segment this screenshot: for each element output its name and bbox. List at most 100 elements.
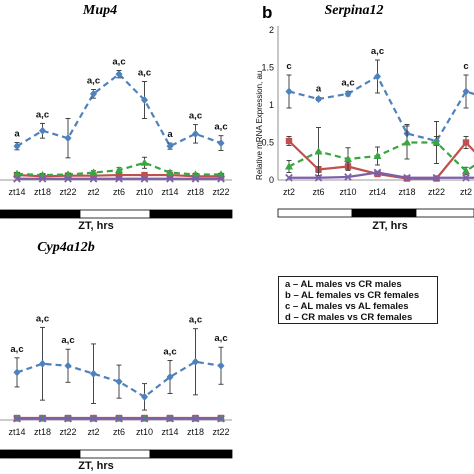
data-point [217,139,225,148]
x-tick-label: zt10 [136,427,153,437]
data-point [64,361,72,370]
data-point [285,87,293,96]
data-point [285,173,293,182]
significance-label: c [286,61,291,72]
data-point [141,392,148,401]
data-point [432,173,441,182]
dark-period-bar [9,449,81,459]
significance-label: a,c [112,56,125,67]
data-point [38,414,47,423]
x-tick-label: zt2 [283,187,295,197]
data-point [285,162,293,170]
panel-b-xlabel: ZT, hrs [372,220,407,232]
significance-label: a,c [189,111,202,122]
data-point [39,359,46,368]
x-tick-label: zt2 [87,427,99,437]
y-tick-label: 0.5 [261,138,274,148]
significance-label: a,c [371,46,384,57]
x-tick-label: zt6 [312,187,324,197]
significance-label: a,c [214,122,227,133]
data-point [90,89,97,98]
significance-label: a,c [214,333,227,344]
significance-label: a [14,128,20,139]
significance-label: a,c [36,109,49,120]
data-point [13,368,21,377]
data-point [191,414,200,423]
legend-item-b: b – AL females vs CR females [285,290,420,301]
legend-box: a – AL males vs CR males b – AL females … [278,276,438,324]
data-point [89,414,98,423]
data-point [344,154,352,162]
data-point [166,168,174,176]
data-point [344,173,352,181]
x-tick-label: zt22 [59,187,76,197]
x-tick-label: zt18 [34,427,51,437]
x-tick-label: zt2 [87,187,99,197]
data-point [89,168,98,176]
y-tick-label: 0 [269,175,274,185]
data-point [166,373,174,381]
data-point [141,96,148,104]
data-point [115,171,123,179]
x-tick-label: zt22 [212,187,229,197]
panel-c-title: Cyp4a12b [37,240,95,255]
significance-label: a [167,129,173,140]
data-point [39,126,46,135]
x-tick-label: zt22 [59,427,76,437]
data-point [13,142,21,151]
significance-label: a,c [10,344,23,355]
panel-a-xlabel: ZT, hrs [78,220,113,232]
x-tick-label: zt14 [161,187,178,197]
data-point [191,174,200,183]
data-point [285,137,293,145]
data-point [217,174,225,183]
significance-label: a,c [189,315,202,326]
data-point [314,173,323,182]
x-tick-label: zt14 [161,427,178,437]
data-point [13,414,21,423]
data-point [217,414,225,423]
series-line [288,140,474,180]
data-point [217,361,225,370]
significance-label: a,c [138,68,151,79]
data-point [115,70,123,79]
significance-label: a [316,84,322,95]
x-tick-label: zt22 [212,427,229,437]
light-dark-bars [0,208,474,459]
x-tick-label: zt18 [187,427,204,437]
data-point [314,147,323,155]
data-point [403,173,411,182]
panel-a-plot: zt14 zt18 zt22 zt2 zt6 zt10 zt14 zt18 zt22 a a,c a,… [0,56,232,197]
panel-c-xlabel: ZT, hrs [78,460,113,472]
data-point [13,169,21,177]
light-period-bar [79,209,151,219]
x-tick-label: zt10 [339,187,356,197]
data-point [64,134,72,143]
data-point [115,174,123,183]
data-point [462,173,470,182]
dark-period-bar [149,209,233,219]
panel-b-plot: 00.511.52zt2zt6zt10zt14zt18zt22zt2zt6caa… [261,25,474,197]
dark-period-bar [0,449,11,459]
data-point [38,174,47,183]
data-point [373,168,382,177]
data-point [374,170,381,178]
data-point [115,165,123,174]
data-point [373,151,382,159]
panel-c-plot: zt14 zt18 zt22 zt2 zt6 zt10 zt14 zt18 zt22 a,c a,c… [0,313,232,437]
light-period-bar [79,449,151,459]
legend-item-a: a – AL males vs CR males [285,279,402,290]
data-point [140,414,149,423]
data-point [344,89,352,98]
series-line [288,74,474,143]
data-point [140,174,149,183]
panel-b-letter: b [262,3,272,22]
data-point [166,414,174,423]
data-point [115,377,123,386]
data-point [462,166,470,174]
x-tick-label: zt10 [136,187,153,197]
series-line [289,171,474,179]
data-point [403,138,411,146]
panel-b-ylabel: Relative mRNA Expression, au [255,71,264,180]
data-point [115,414,123,423]
